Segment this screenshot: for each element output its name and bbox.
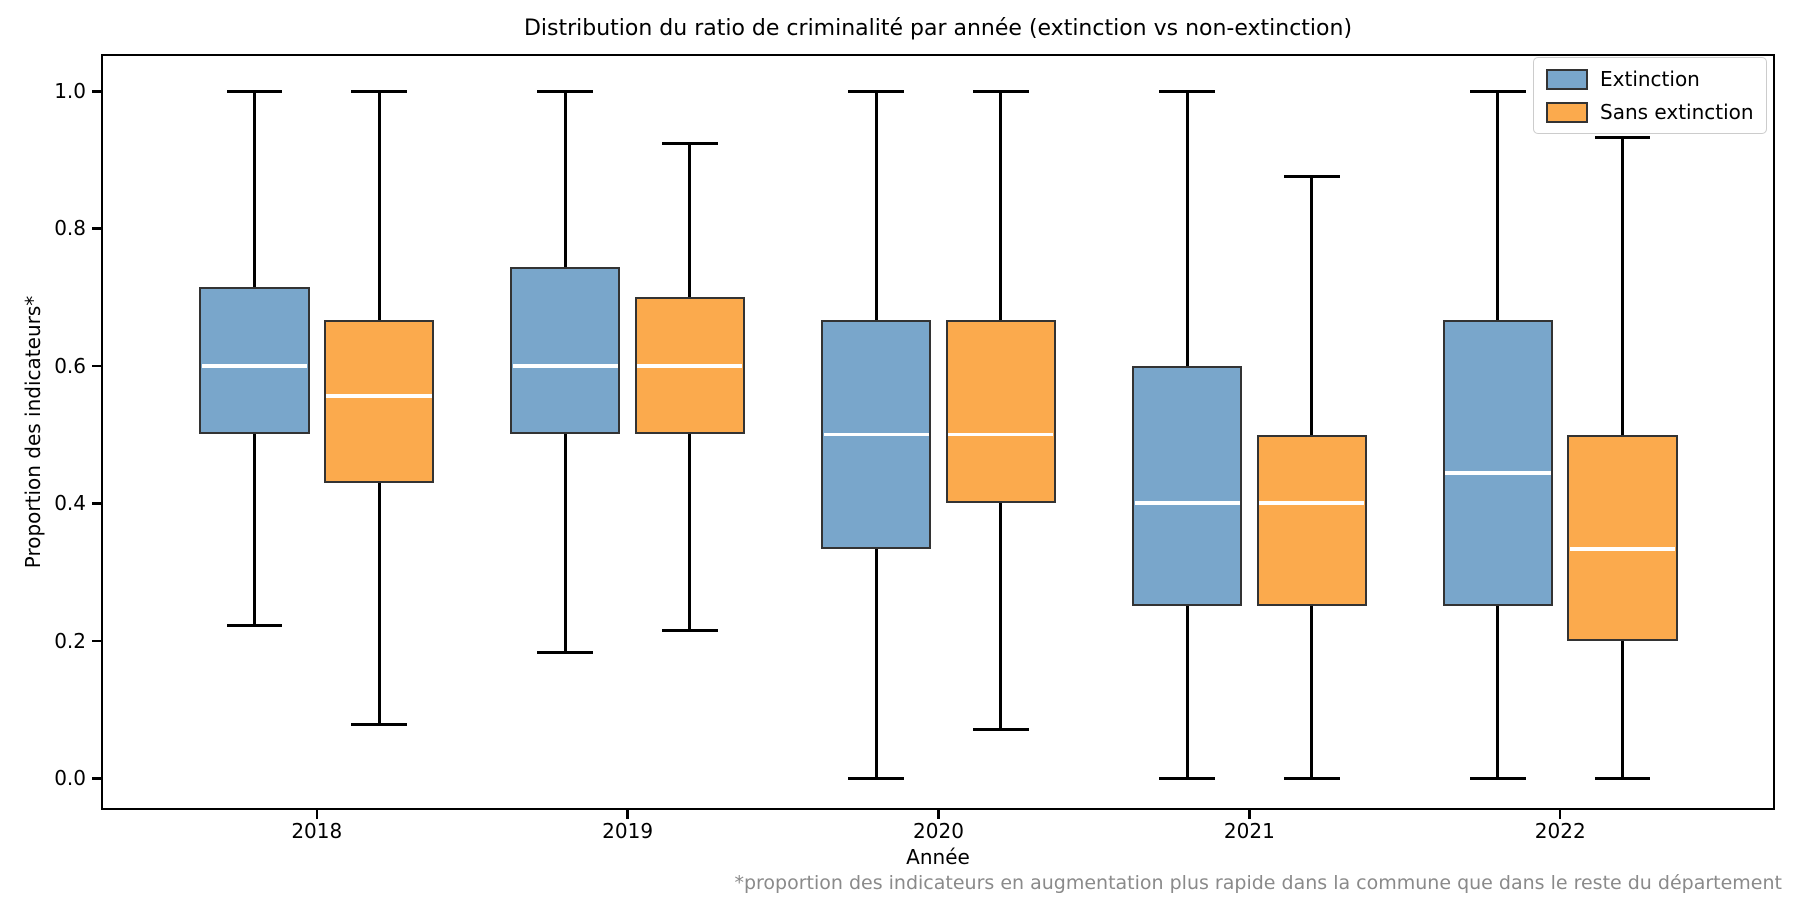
y-tick-mark bbox=[92, 777, 101, 780]
legend-label-sans-extinction: Sans extinction bbox=[1600, 100, 1754, 124]
x-tick-mark bbox=[1248, 810, 1251, 819]
x-tick-label: 2018 bbox=[291, 819, 343, 843]
y-tick-mark bbox=[92, 227, 101, 230]
legend: Extinction Sans extinction bbox=[1533, 57, 1767, 134]
x-tick-mark bbox=[315, 810, 319, 819]
legend-entry-sans-extinction: Sans extinction bbox=[1546, 100, 1754, 124]
y-tick-mark bbox=[92, 639, 101, 643]
y-tick-label: 1.0 bbox=[54, 79, 86, 103]
y-tick-mark bbox=[92, 90, 101, 93]
x-tick-label: 2020 bbox=[913, 819, 964, 843]
legend-swatch-extinction bbox=[1546, 68, 1588, 90]
y-tick-mark bbox=[92, 502, 101, 505]
chart-footnote: *proportion des indicateurs en augmentat… bbox=[734, 872, 1782, 894]
y-tick-label: 0.2 bbox=[54, 628, 86, 653]
legend-label-extinction: Extinction bbox=[1600, 67, 1700, 91]
chart-title: Distribution du ratio de criminalité par… bbox=[523, 16, 1353, 41]
legend-entry-extinction: Extinction bbox=[1546, 67, 1754, 91]
x-tick-mark bbox=[1558, 810, 1562, 819]
x-tick-label: 2021 bbox=[1223, 819, 1275, 843]
y-tick-mark bbox=[92, 364, 101, 368]
plot-area bbox=[101, 54, 1775, 810]
x-tick-mark bbox=[937, 810, 940, 819]
x-tick-mark bbox=[626, 810, 629, 819]
legend-swatch-sans-extinction bbox=[1546, 101, 1588, 123]
y-axis-label: Proportion des indicateurs* bbox=[21, 295, 45, 569]
y-tick-label: 0.0 bbox=[54, 766, 86, 790]
y-tick-label: 0.8 bbox=[54, 216, 86, 241]
x-tick-label: 2019 bbox=[602, 819, 654, 843]
x-tick-label: 2022 bbox=[1534, 819, 1586, 843]
x-axis-label: Année bbox=[906, 845, 970, 869]
